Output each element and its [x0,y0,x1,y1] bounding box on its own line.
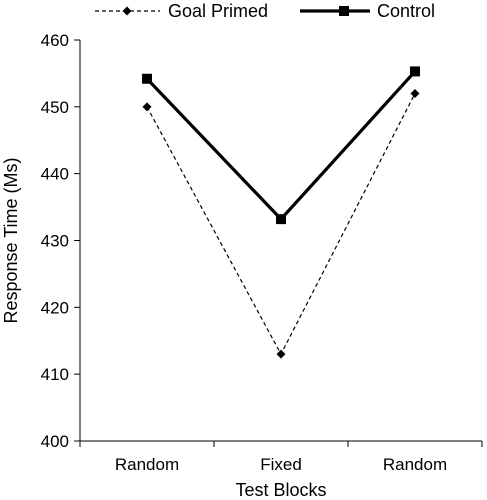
series-goal-primed [142,88,420,359]
legend-swatch-goal-primed-marker [122,6,132,16]
data-point-goal-primed [142,102,152,112]
series-line-control [145,70,417,222]
data-point-control [142,73,152,84]
data-point-control [410,66,420,77]
y-tick-label: 420 [41,298,69,317]
x-tick-label: Random [115,455,179,474]
legend-label-goal-primed: Goal Primed [168,1,268,21]
y-tick-label: 400 [41,432,69,451]
y-axis-title: Response Time (Ms) [1,157,21,323]
legend-label-control: Control [377,1,435,21]
x-tick-label: Fixed [260,455,302,474]
series-control [142,66,420,225]
data-point-control [276,214,286,225]
y-tick-label: 440 [41,165,69,184]
data-point-goal-primed [410,88,420,98]
x-ticks: Random Fixed Random [79,441,483,474]
x-axis-title: Test Blocks [235,480,326,500]
y-tick-label: 460 [41,31,69,50]
legend-item-control: Control [300,1,435,21]
y-ticks: 400 410 420 430 440 450 460 [41,31,80,451]
data-point-goal-primed [276,349,286,359]
y-tick-label: 430 [41,232,69,251]
axes [79,40,482,442]
legend-swatch-control-marker [339,6,349,16]
y-tick-label: 410 [41,365,69,384]
legend: Goal Primed Control [95,1,435,21]
y-tick-label: 450 [41,98,69,117]
legend-item-goal-primed: Goal Primed [95,1,268,21]
x-tick-label: Random [383,455,447,474]
series-layer [142,66,420,359]
